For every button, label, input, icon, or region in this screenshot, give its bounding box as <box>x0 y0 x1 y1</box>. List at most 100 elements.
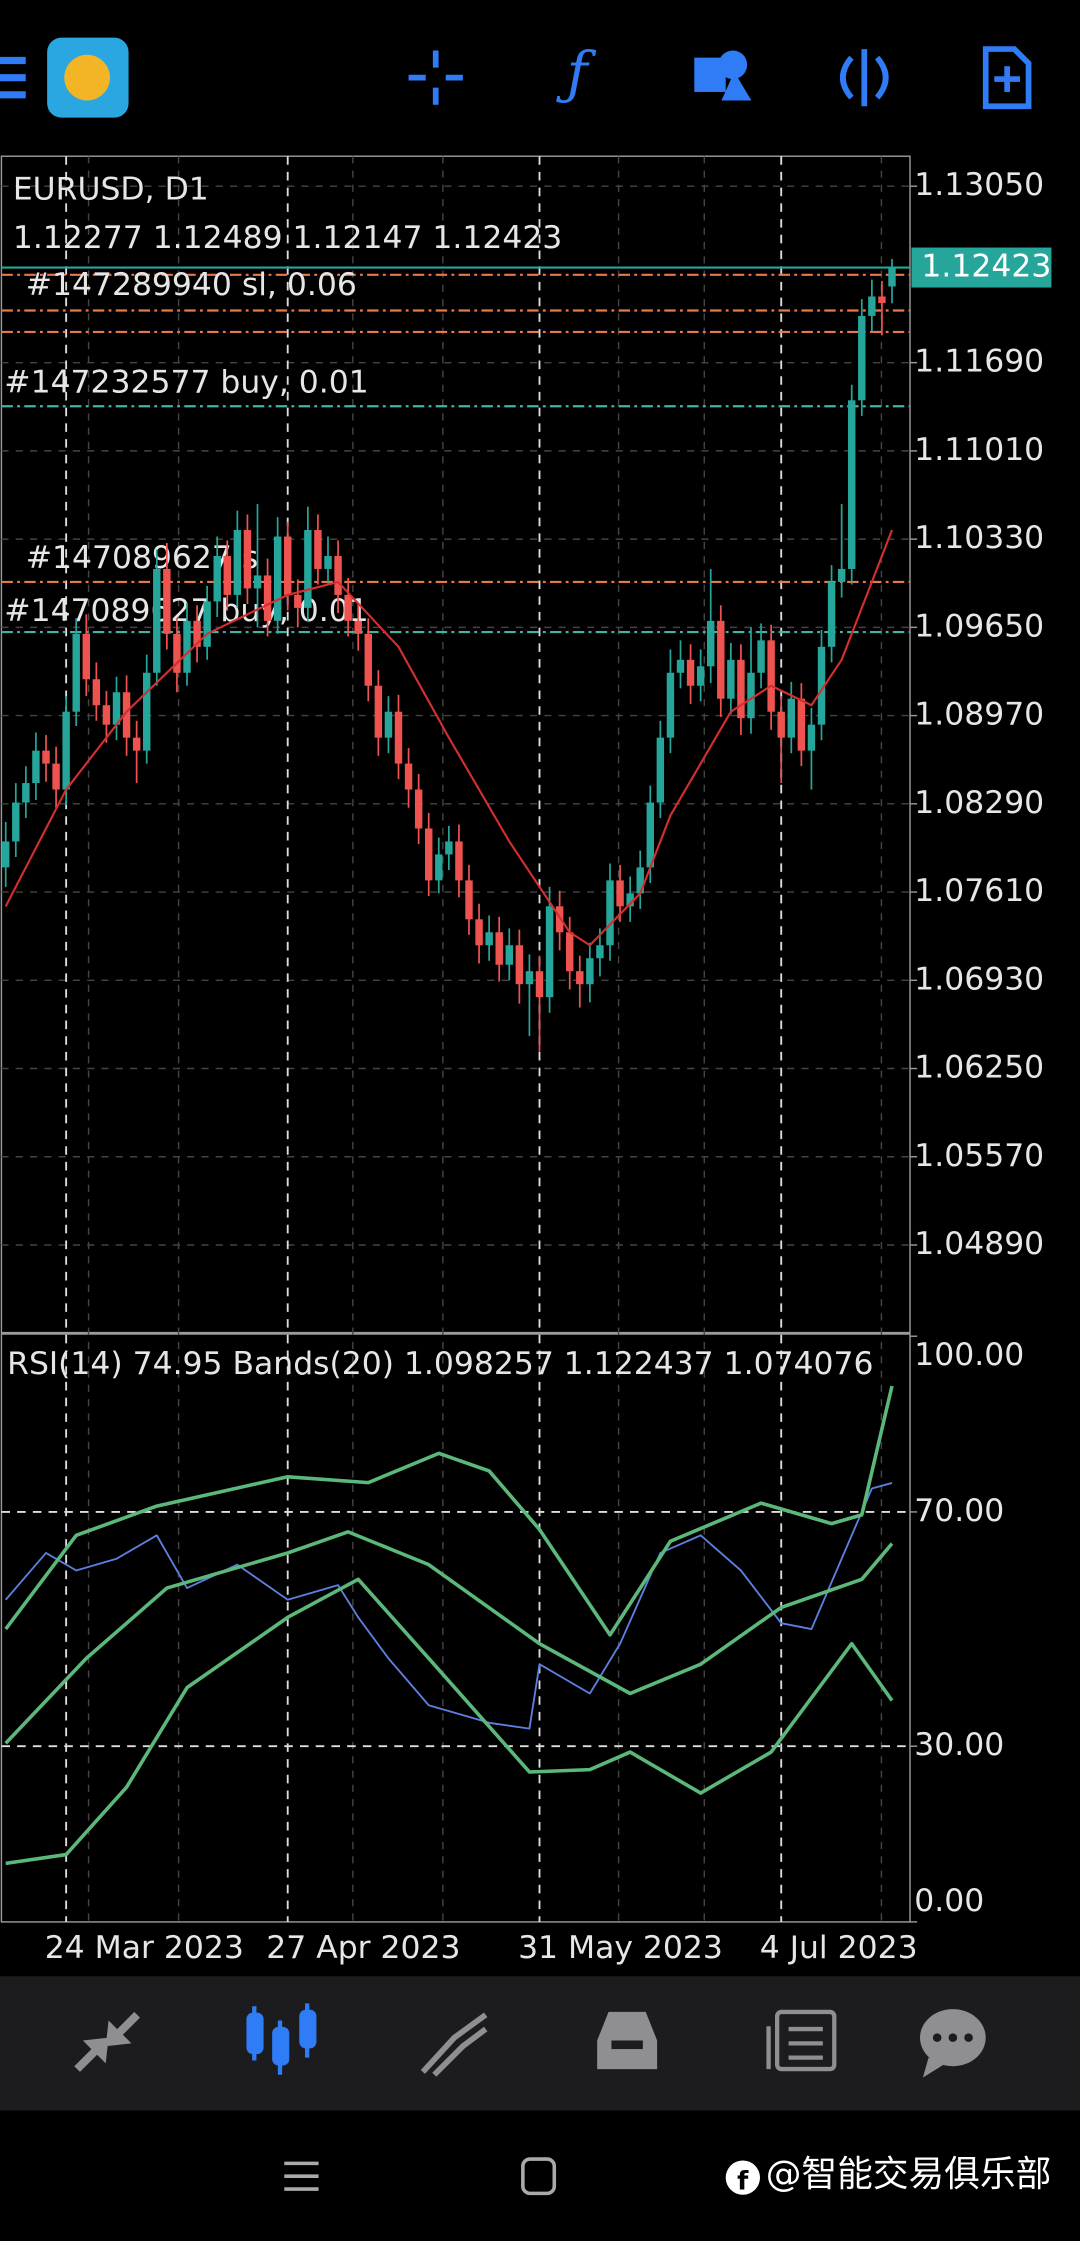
candle-body <box>72 633 80 712</box>
y-tick-label: 1.06930 <box>914 961 1044 997</box>
candle-body <box>636 867 644 894</box>
candle-body <box>888 267 896 287</box>
candle-body <box>606 880 614 946</box>
menu-button[interactable] <box>0 56 26 99</box>
bottom-nav <box>0 1976 1080 2111</box>
candle-body <box>344 594 352 621</box>
candle-body <box>827 581 836 647</box>
moving-average <box>4 529 893 947</box>
y-tick-label: 0.00 <box>914 1883 984 1919</box>
ohlc-readout: 1.12277 1.12489 1.12147 1.12423 <box>13 220 562 256</box>
candle-body <box>304 530 312 608</box>
candle-body <box>263 575 272 621</box>
history-tab[interactable] <box>597 2011 658 2070</box>
candle-body <box>153 568 161 673</box>
candle-body <box>102 705 111 725</box>
candle-body <box>82 633 90 680</box>
band-line <box>4 1385 894 1637</box>
candle-body <box>868 296 876 316</box>
candle-body <box>787 698 795 738</box>
candle-body <box>475 919 483 946</box>
candle-body <box>656 737 665 803</box>
candle-body <box>525 971 534 985</box>
y-tick-label: 1.06250 <box>914 1050 1044 1086</box>
order-label: #147089627 s <box>26 540 259 576</box>
y-tick-label: 1.05570 <box>914 1138 1044 1174</box>
candle-body <box>545 906 554 998</box>
current-price-label: 1.12423 <box>921 249 1051 285</box>
facebook-icon-letter: f <box>737 2166 749 2196</box>
candle-body <box>485 932 493 946</box>
candle-body <box>596 945 604 959</box>
chat-tab[interactable] <box>920 2009 986 2078</box>
candle-body <box>686 659 695 686</box>
candle-body <box>626 893 634 907</box>
candle-body <box>878 296 886 303</box>
candle-body <box>616 880 624 907</box>
recents-button[interactable] <box>284 2161 319 2191</box>
chart-frame <box>0 155 911 1923</box>
candle-body <box>777 711 785 738</box>
candle-body <box>646 802 654 868</box>
candle-body <box>374 685 383 738</box>
candle-body <box>707 620 715 667</box>
candle-body <box>62 711 70 790</box>
order-label: #147232577 buy, 0.01 <box>4 364 368 400</box>
candle-body <box>2 841 10 868</box>
trade-button[interactable] <box>840 49 889 107</box>
trade-tab[interactable] <box>420 2012 488 2077</box>
candle-body <box>797 698 806 751</box>
band-line <box>4 1530 894 1745</box>
quotes-tab[interactable] <box>74 2011 140 2072</box>
candle-body <box>233 530 242 595</box>
y-tick-label: 1.07610 <box>914 873 1044 909</box>
candle-body <box>112 692 121 725</box>
candle-body <box>807 724 816 751</box>
candle-body <box>253 575 262 589</box>
candle-body <box>435 854 443 881</box>
candle-body <box>817 646 826 725</box>
y-tick-label: 1.13050 <box>914 167 1044 203</box>
app-logo-mark <box>64 54 110 101</box>
candle-body <box>847 400 856 569</box>
candle-body <box>163 568 171 634</box>
candle-body <box>193 620 201 647</box>
objects-button[interactable] <box>694 50 752 101</box>
facebook-icon <box>725 2160 760 2195</box>
candle-body <box>404 763 413 790</box>
y-tick-label: 1.11690 <box>914 344 1044 380</box>
candle-body <box>414 789 423 829</box>
candle-body <box>314 530 322 569</box>
system-nav <box>284 2157 557 2196</box>
news-tab[interactable] <box>766 2009 837 2072</box>
watermark: @智能交易俱乐部 <box>766 2154 1052 2195</box>
candle-body <box>52 763 60 790</box>
candle-body <box>717 620 725 699</box>
candle-body <box>767 640 775 712</box>
current-price-box <box>911 247 1052 288</box>
order-label: #147289940 sl, 0.06 <box>26 267 357 303</box>
chart-tab[interactable] <box>246 2003 317 2075</box>
candle-body <box>505 945 513 965</box>
band-line <box>5 1577 894 1866</box>
candle-body <box>183 620 191 673</box>
new-order-button[interactable] <box>982 46 1032 110</box>
y-tick-label: 1.10330 <box>914 520 1044 556</box>
candle-body <box>495 932 503 965</box>
candle-body <box>394 711 403 764</box>
home-button[interactable] <box>521 2157 557 2196</box>
candle-body <box>143 672 151 751</box>
candle-body <box>737 659 745 719</box>
crosshair-button[interactable] <box>408 50 463 105</box>
candle-body <box>465 880 473 920</box>
candle-body <box>425 828 433 881</box>
candle-body <box>132 737 141 751</box>
candle-body <box>294 594 302 608</box>
candle-body <box>455 841 463 881</box>
candle-body <box>92 679 101 706</box>
candle-body <box>273 536 282 621</box>
candle-body <box>757 640 765 673</box>
y-tick-label: 1.11010 <box>914 432 1044 468</box>
candle-body <box>354 620 362 634</box>
